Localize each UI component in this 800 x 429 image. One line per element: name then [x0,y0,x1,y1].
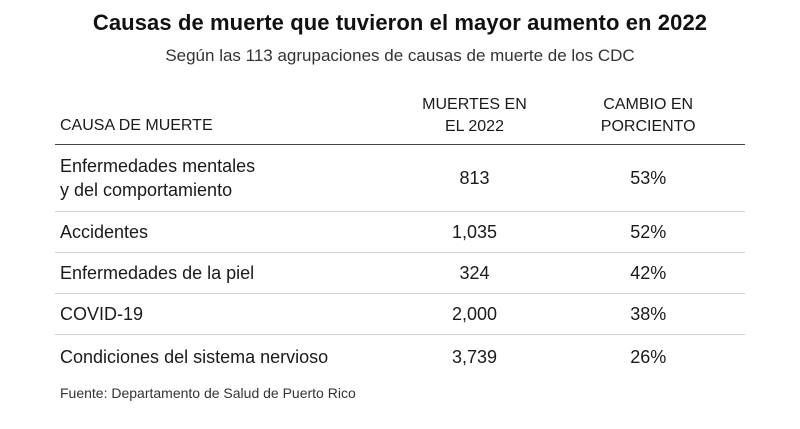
cause-cell: Enfermedades de la piel [60,263,255,283]
change-cell: 42% [630,263,667,283]
header-change-line1: CAMBIO EN [603,96,694,113]
table-row: Enfermedades de la piel 324 42% [55,253,745,294]
deaths-cell: 1,035 [451,222,497,242]
header-change: CAMBIO EN PORCIENTO [551,94,745,138]
cause-line1: Enfermedades mentales [60,156,256,176]
deaths-cell: 2,000 [451,304,497,324]
chart-subtitle: Según las 113 agrupaciones de causas de … [165,46,635,65]
change-cell: 26% [630,347,667,367]
cause-cell: COVID-19 [60,304,144,324]
chart-title: Causas de muerte que tuvieron el mayor a… [92,10,708,35]
header-change-line2: PORCIENTO [600,118,696,135]
cause-cell: Condiciones del sistema nervioso [60,347,329,367]
deaths-cell: 813 [459,168,490,188]
source-note: Fuente: Departamento de Salud de Puerto … [60,385,356,401]
header-cause: CAUSA DE MUERTE [60,117,213,134]
table-row: Enfermedades mentales y del comportamien… [55,145,745,212]
table-row: Condiciones del sistema nervioso 3,739 2… [55,335,745,379]
change-cell: 38% [630,304,667,324]
cause-line2: y del comportamiento [60,180,233,200]
table-row: Accidentes 1,035 52% [55,212,745,253]
deaths-cell: 3,739 [451,347,497,367]
table-row: COVID-19 2,000 38% [55,294,745,335]
data-table: CAUSA DE MUERTE MUERTES EN EL 2022 CAMBI… [55,88,745,379]
deaths-cell: 324 [459,263,490,283]
header-deaths-line1: MUERTES EN [422,96,527,113]
table-header-row: CAUSA DE MUERTE MUERTES EN EL 2022 CAMBI… [55,88,745,145]
header-deaths-line2: EL 2022 [444,118,504,135]
change-cell: 53% [630,168,667,188]
cause-cell: Accidentes [60,222,149,242]
cause-cell: Enfermedades mentales y del comportamien… [55,154,398,202]
change-cell: 52% [630,222,667,242]
header-deaths: MUERTES EN EL 2022 [398,94,552,138]
